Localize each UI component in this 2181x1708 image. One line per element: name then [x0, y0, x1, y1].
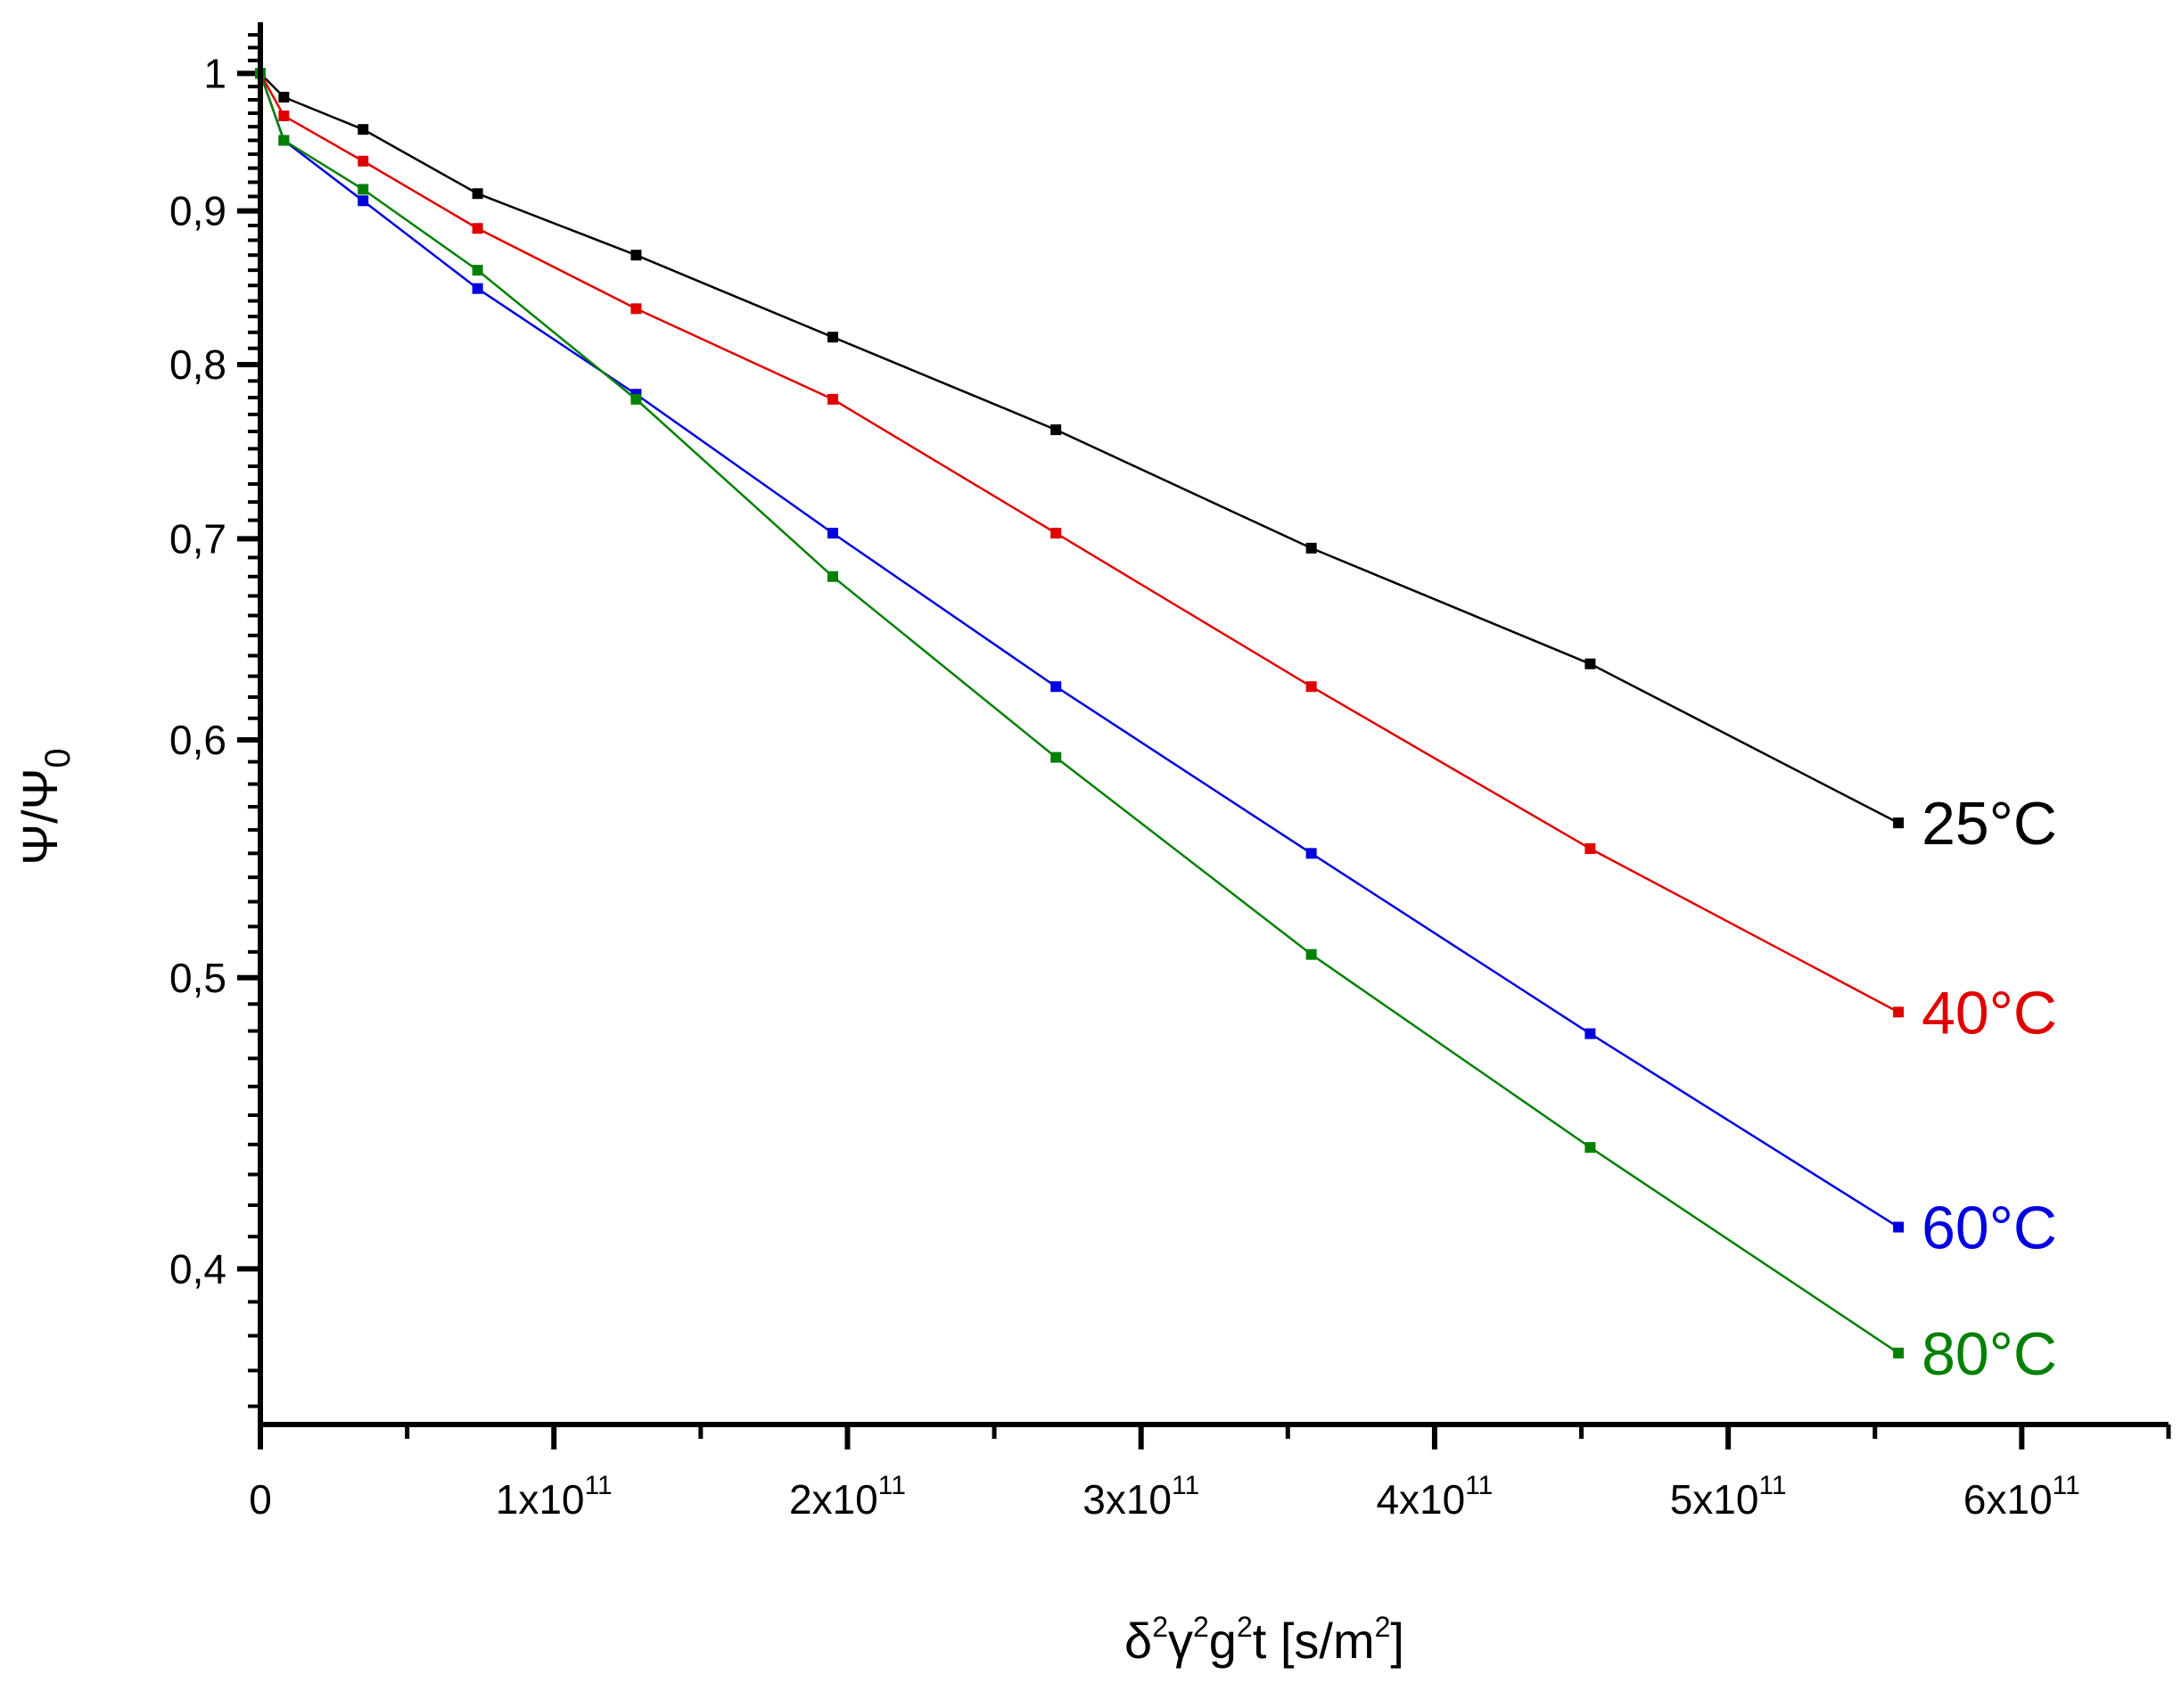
series-layer [255, 68, 1905, 1359]
data-point [1050, 424, 1062, 436]
data-point [1893, 1006, 1905, 1018]
data-point [358, 184, 369, 195]
x-tick-label: 2x1011 [789, 1471, 906, 1523]
data-point [827, 393, 838, 405]
data-point [1305, 948, 1317, 960]
data-point [1893, 1347, 1905, 1359]
series-label: 40°C [1922, 979, 2057, 1047]
y-tick-label: 0,8 [169, 341, 226, 388]
data-point [472, 265, 483, 276]
series-label: 60°C [1922, 1195, 2057, 1262]
data-point [630, 393, 642, 405]
x-tick-label: 4x1011 [1376, 1471, 1493, 1523]
data-point [630, 250, 642, 261]
series-label: 25°C [1922, 790, 2057, 858]
data-point [827, 332, 838, 343]
series-40c [255, 68, 1905, 1018]
data-point [278, 110, 290, 121]
y-tick-label: 0,4 [169, 1245, 226, 1292]
data-point [472, 223, 483, 234]
data-point [630, 303, 642, 315]
x-tick-label: 3x1011 [1082, 1471, 1199, 1523]
y-tick-label: 0,7 [169, 515, 226, 562]
x-tick-label: 6x1011 [1963, 1471, 2080, 1523]
y-axis-title: Ψ/Ψ0 [12, 748, 78, 865]
data-point [1893, 817, 1905, 829]
data-point [358, 155, 369, 167]
series-line [259, 72, 1899, 1354]
x-axis-title: δ2γ2g2t [s/m2] [1124, 1611, 1404, 1669]
data-point [1305, 848, 1317, 859]
x-tick-label: 1x1011 [496, 1471, 613, 1523]
y-tick-label: 0,9 [169, 188, 226, 234]
x-tick-label: 0 [249, 1476, 272, 1523]
data-point [278, 91, 290, 103]
x-tick-label: 5x1011 [1670, 1471, 1787, 1523]
data-point [1584, 658, 1596, 669]
data-point [1050, 681, 1062, 693]
data-point [827, 528, 838, 539]
data-point [1584, 1142, 1596, 1154]
data-point [358, 195, 369, 207]
data-point [1893, 1221, 1905, 1233]
y-tick-label: 1 [203, 50, 226, 96]
data-point [1584, 1028, 1596, 1039]
series-labels: 25°C 40°C 60°C 80°C [1922, 790, 2057, 1388]
axis-ticks [237, 33, 2171, 1449]
series-line [259, 72, 1899, 1014]
series-60c [255, 68, 1905, 1233]
series-25c [255, 68, 1905, 829]
y-tick-label: 0,5 [169, 955, 226, 1001]
data-point [1584, 842, 1596, 854]
data-point [472, 188, 483, 200]
data-point [278, 135, 290, 146]
series-line [259, 72, 1899, 1228]
data-point [358, 124, 369, 135]
series-line [259, 72, 1899, 825]
y-tick-label: 0,6 [169, 717, 226, 763]
series-80c [255, 68, 1905, 1359]
data-point [1050, 751, 1062, 763]
data-point [472, 283, 483, 294]
y-tick-labels: 1 0,9 0,8 0,7 0,6 0,5 0,4 [169, 50, 226, 1292]
series-label: 80°C [1922, 1320, 2057, 1388]
data-point [1050, 528, 1062, 539]
data-point [827, 571, 838, 582]
data-point [1305, 542, 1317, 554]
data-point [1305, 681, 1317, 693]
x-tick-labels: 0 1x1011 2x1011 3x1011 4x1011 5x1011 6x1011 [249, 1471, 2080, 1523]
